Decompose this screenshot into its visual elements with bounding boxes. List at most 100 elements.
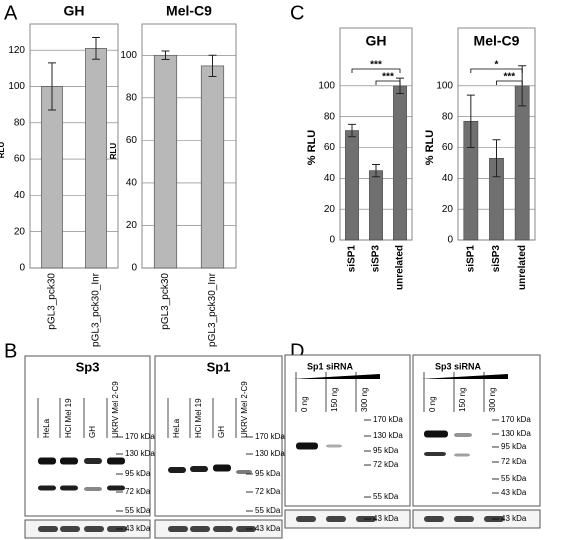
x-tick-label: pGL3_pck30_Inr: [91, 272, 102, 347]
band: [296, 442, 318, 450]
loading-marker-label: 43 kDa: [373, 514, 399, 523]
significance-bracket: [351, 68, 401, 73]
y-tick-label: 40: [126, 178, 138, 189]
error-bar: [92, 36, 100, 60]
bar: [369, 170, 383, 241]
x-tick-label: siSP1: [465, 245, 476, 273]
bar: [200, 65, 225, 269]
y-tick-label: 20: [324, 204, 336, 215]
chart-title: Mel-C9: [474, 33, 520, 49]
marker-label: 55 kDa: [501, 474, 527, 483]
loading-band: [296, 516, 316, 522]
error-bar: [372, 163, 380, 178]
band: [84, 487, 102, 491]
panel-label: A: [4, 2, 18, 24]
band: [213, 464, 231, 472]
band: [84, 458, 102, 464]
error-bar: [348, 123, 356, 138]
y-tick-label: 80: [442, 111, 454, 122]
panel-label: C: [290, 2, 304, 24]
lane-label: 0 ng: [428, 396, 437, 412]
marker-label: 95 kDa: [125, 469, 151, 478]
lane-label: 150 ng: [458, 388, 467, 412]
loading-band: [454, 516, 474, 522]
band: [107, 485, 125, 491]
y-tick-label: 0: [131, 263, 137, 274]
blot-title: Sp1: [207, 359, 231, 374]
band: [38, 485, 56, 491]
y-tick-label: 60: [126, 135, 138, 146]
chart-title: GH: [366, 33, 387, 49]
marker-label: 72 kDa: [125, 487, 151, 496]
lane-label: GH: [88, 426, 97, 438]
blot-title: Sp3 siRNA: [435, 361, 482, 371]
y-tick-label: 20: [126, 220, 138, 231]
band: [454, 453, 470, 457]
titration-wedge: [421, 374, 508, 379]
blot-frame: [154, 355, 283, 517]
y-axis-label: RLU: [0, 142, 6, 159]
marker-label: 72 kDa: [501, 457, 527, 466]
marker-label: 130 kDa: [373, 431, 403, 440]
loading-band: [38, 526, 58, 532]
loading-marker-label: 43 kDa: [125, 524, 151, 533]
loading-band: [84, 526, 104, 532]
x-tick-label: siSP3: [371, 245, 382, 273]
loading-strip: [284, 509, 411, 529]
band: [107, 457, 125, 465]
y-tick-label: 20: [442, 204, 454, 215]
lane-label: 150 ng: [330, 388, 339, 412]
significance-label: ***: [370, 60, 382, 71]
loading-strip: [412, 509, 541, 529]
band: [38, 457, 56, 465]
band: [168, 467, 186, 473]
significance-bracket: [470, 68, 523, 73]
marker-label: 170 kDa: [255, 432, 285, 441]
y-tick-label: 120: [8, 45, 25, 56]
y-tick-label: 60: [442, 142, 454, 153]
lane-label: HCl Mel 19: [194, 398, 203, 438]
x-tick-label: siSP1: [347, 245, 358, 273]
band: [326, 444, 342, 448]
y-tick-label: 80: [324, 111, 336, 122]
lane-label: UKRV Mel 2-C9: [111, 381, 120, 438]
y-tick-label: 40: [324, 173, 336, 184]
y-tick-label: 100: [8, 81, 25, 92]
marker-label: 95 kDa: [255, 469, 281, 478]
significance-label: *: [495, 60, 499, 71]
marker-label: 95 kDa: [373, 446, 399, 455]
y-tick-label: 100: [120, 50, 137, 61]
marker-label: 170 kDa: [125, 432, 155, 441]
bar: [393, 85, 407, 241]
lane-label: HeLa: [172, 418, 181, 438]
chart-title: Mel-C9: [166, 3, 212, 19]
bar: [153, 54, 178, 269]
error-bar: [492, 139, 501, 178]
x-tick-label: pGL3_pck30: [47, 273, 58, 330]
bar: [85, 48, 107, 269]
band: [424, 430, 448, 438]
y-tick-label: 60: [324, 142, 336, 153]
bar: [514, 85, 530, 241]
y-tick-label: 60: [14, 154, 26, 165]
lane-label: HeLa: [42, 418, 51, 438]
error-bar: [48, 62, 56, 111]
error-bar: [161, 50, 170, 61]
y-tick-label: 40: [14, 190, 26, 201]
band: [424, 452, 446, 456]
loading-marker-label: 43 kDa: [501, 514, 527, 523]
chart-title: GH: [64, 3, 85, 19]
x-tick-label: pGL3_pck30: [160, 273, 171, 330]
y-tick-label: 80: [14, 117, 26, 128]
significance-bracket: [375, 80, 401, 85]
loading-band: [424, 516, 444, 522]
y-tick-label: 80: [126, 92, 138, 103]
band: [60, 457, 78, 465]
y-tick-label: 40: [442, 173, 454, 184]
blot-frame: [284, 354, 411, 507]
loading-band: [213, 526, 233, 532]
marker-label: 55 kDa: [125, 506, 151, 515]
significance-label: ***: [503, 72, 515, 83]
x-tick-label: siSP3: [491, 245, 502, 273]
